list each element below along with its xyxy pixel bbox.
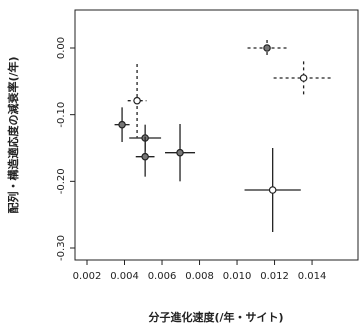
- x-tick-label: 0.002: [73, 271, 102, 282]
- x-tick-label: 0.010: [223, 271, 252, 282]
- point: [176, 148, 184, 157]
- y-tick-label: -0.20: [56, 168, 67, 194]
- y-axis-label: 配列・構造適応度の減衰率(/年): [6, 56, 20, 213]
- y-tick-label: 0.00: [56, 37, 67, 59]
- x-tick-label: 0.012: [260, 271, 289, 282]
- y-tick-label: -0.30: [56, 235, 67, 261]
- x-axis-label: 分子進化速度(/年・サイト): [148, 310, 283, 324]
- point: [118, 120, 126, 129]
- x-tick-label: 0.006: [148, 271, 177, 282]
- x-tick-label: 0.014: [298, 271, 327, 282]
- y-tick-label: -0.10: [56, 102, 67, 128]
- point: [133, 96, 141, 105]
- point: [263, 44, 271, 52]
- plot-frame: [74, 9, 359, 261]
- point: [268, 186, 277, 194]
- point: [141, 152, 149, 161]
- point: [299, 74, 308, 82]
- x-tick-label: 0.004: [110, 271, 139, 282]
- x-tick-label: 0.008: [185, 271, 214, 282]
